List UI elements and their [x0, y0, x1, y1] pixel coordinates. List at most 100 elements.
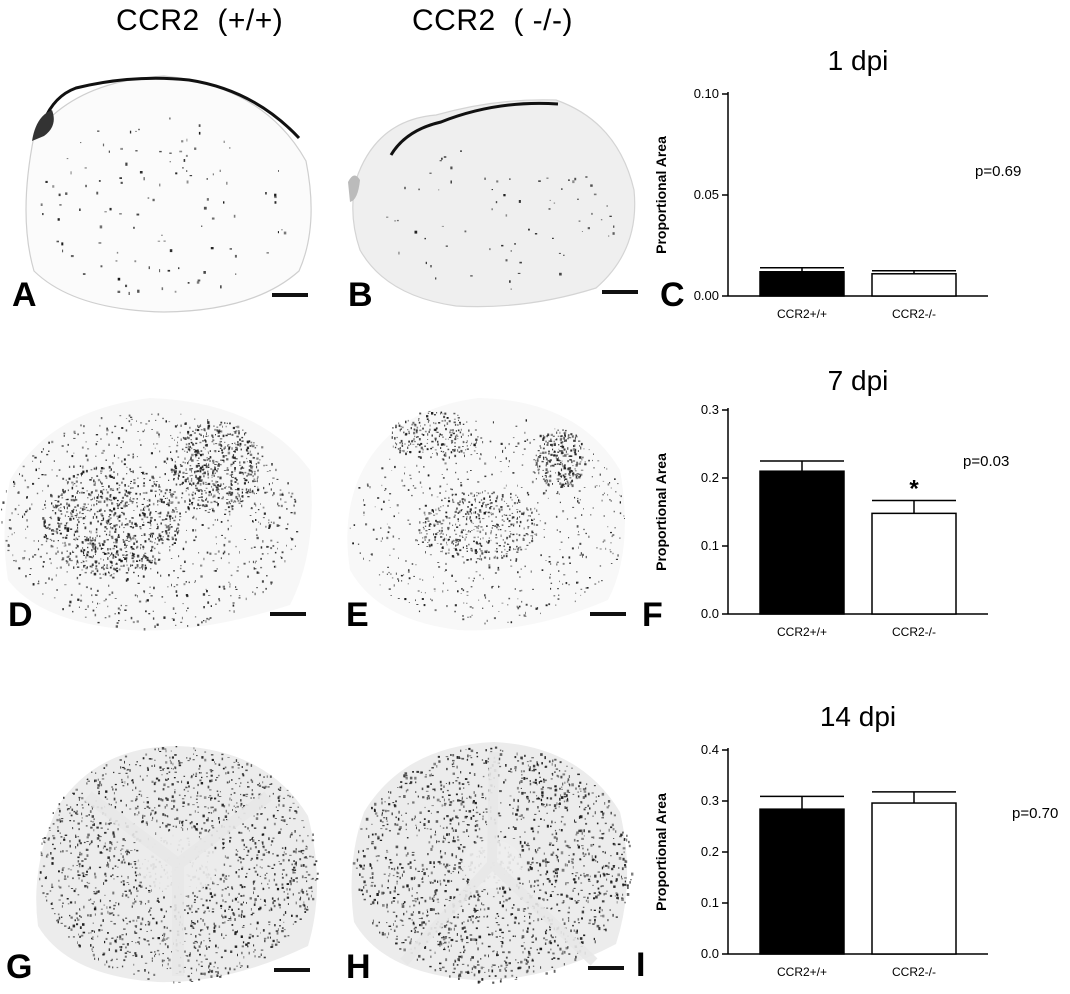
tissue-speckle	[262, 591, 264, 594]
tissue-speckle	[101, 492, 104, 495]
tissue-speckle	[160, 536, 162, 539]
tissue-speckle	[111, 565, 113, 567]
tissue-speckle	[504, 541, 506, 544]
tissue-speckle	[163, 783, 166, 787]
tissue-speckle	[74, 901, 76, 904]
tissue-speckle	[558, 493, 560, 495]
tissue-speckle	[491, 492, 494, 495]
tissue-speckle	[446, 605, 448, 608]
tissue-speckle	[548, 460, 551, 462]
tissue-speckle	[240, 455, 244, 458]
tissue-speckle	[213, 922, 215, 925]
tissue-speckle	[559, 431, 561, 434]
tissue-speckle	[473, 511, 475, 514]
tissue-speckle	[85, 515, 87, 517]
tissue-speckle	[131, 779, 134, 782]
tissue-speckle	[573, 439, 576, 442]
tissue-speckle	[117, 607, 120, 610]
tissue-speckle	[502, 495, 504, 498]
tissue-speckle	[36, 492, 39, 495]
tissue-speckle	[136, 540, 138, 543]
tissue-speckle	[116, 876, 119, 878]
tissue-speckle	[225, 934, 227, 936]
tissue-speckle	[207, 971, 210, 974]
tissue-speckle	[198, 552, 200, 554]
tissue-speckle	[454, 529, 456, 532]
tissue-speckle	[121, 781, 124, 783]
tissue-speckle	[261, 553, 264, 555]
tissue-speckle	[563, 475, 565, 479]
tissue-speckle	[173, 474, 176, 476]
tissue-speckle	[147, 768, 149, 771]
tissue-speckle	[438, 189, 440, 191]
tissue-speckle	[228, 510, 231, 513]
tissue-speckle	[283, 891, 285, 893]
tissue-speckle	[218, 429, 221, 432]
tissue-speckle	[578, 440, 581, 442]
tissue-speckle	[155, 481, 158, 482]
tissue-speckle	[195, 428, 197, 431]
tissue-speckle	[578, 462, 581, 465]
tissue-speckle	[410, 427, 412, 430]
tissue-speckle	[424, 538, 426, 541]
tissue-speckle	[113, 454, 115, 457]
tissue-speckle	[199, 772, 202, 774]
tissue-speckle	[593, 467, 595, 469]
tissue-speckle	[43, 840, 45, 843]
tissue-speckle	[576, 435, 578, 438]
tissue-speckle	[577, 581, 579, 584]
tissue-speckle	[70, 171, 72, 175]
tissue-speckle	[502, 449, 504, 451]
tissue-speckle	[177, 436, 179, 438]
tissue-speckle	[174, 472, 177, 475]
tissue-speckle	[464, 529, 466, 531]
tissue-speckle	[168, 503, 170, 507]
tissue-speckle	[185, 581, 187, 583]
tissue-speckle	[392, 427, 394, 429]
tissue-speckle	[398, 579, 400, 582]
tissue-speckle	[278, 831, 281, 834]
tissue-speckle	[197, 920, 199, 923]
tissue-speckle	[560, 436, 563, 438]
tissue-speckle	[426, 448, 429, 451]
tissue-speckle	[445, 428, 447, 431]
tissue-speckle	[95, 537, 97, 539]
tissue-speckle	[187, 959, 190, 962]
tissue-speckle	[7, 536, 9, 538]
tissue-speckle	[108, 485, 110, 488]
tissue-speckle	[228, 581, 230, 583]
tissue-speckle	[418, 438, 421, 441]
tissue-speckle	[146, 516, 149, 519]
tissue-speckle	[388, 526, 390, 528]
tissue-speckle	[191, 468, 193, 470]
tissue-speckle	[549, 199, 551, 201]
tissue-speckle	[264, 877, 267, 880]
tissue-speckle	[159, 183, 161, 187]
tissue-speckle	[451, 574, 453, 577]
tissue-speckle	[567, 467, 570, 470]
tissue-speckle	[124, 547, 126, 549]
tissue-speckle	[109, 523, 111, 525]
tissue-speckle	[158, 804, 161, 807]
tissue-speckle	[447, 589, 449, 591]
tissue-speckle	[247, 781, 249, 784]
tissue-speckle	[86, 836, 89, 839]
tissue-speckle	[216, 884, 219, 886]
tissue-speckle	[109, 495, 112, 498]
tissue-speckle	[234, 460, 236, 462]
tissue-speckle	[445, 438, 447, 440]
tissue-speckle	[433, 510, 434, 513]
tissue-speckle	[226, 473, 229, 475]
tissue-speckle	[286, 896, 290, 899]
tissue-speckle	[390, 595, 392, 596]
tissue-speckle	[176, 528, 179, 530]
tissue-speckle	[503, 194, 506, 197]
tissue-speckle	[220, 974, 222, 976]
tissue-speckle	[518, 605, 521, 608]
tissue-speckle	[118, 520, 121, 522]
tissue-speckle	[80, 491, 83, 494]
tissue-speckle	[231, 788, 234, 790]
tissue-speckle	[196, 489, 199, 491]
tissue-speckle	[490, 512, 492, 514]
tissue-speckle	[445, 569, 447, 571]
